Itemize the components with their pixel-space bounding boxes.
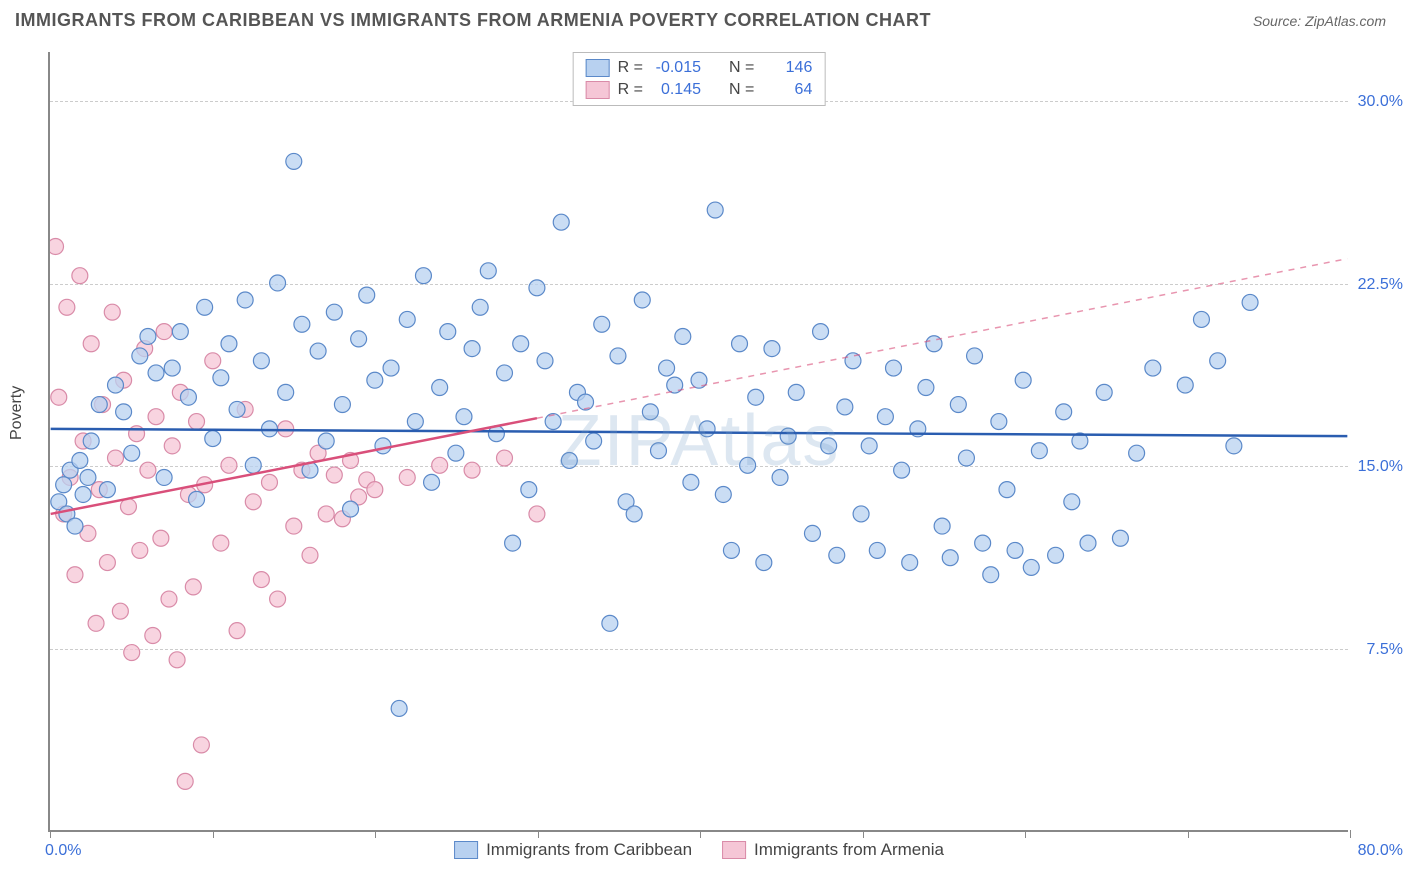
chart-header: IMMIGRANTS FROM CARIBBEAN VS IMMIGRANTS … bbox=[0, 0, 1406, 36]
chart-plot-area: ZIPAtlas 7.5%15.0%22.5%30.0% R = -0.015 … bbox=[48, 52, 1348, 832]
y-axis-label: Poverty bbox=[8, 386, 26, 440]
chart-title: IMMIGRANTS FROM CARIBBEAN VS IMMIGRANTS … bbox=[15, 10, 931, 31]
n-value-armenia: 64 bbox=[762, 81, 812, 99]
scatter-plot-svg bbox=[50, 52, 1348, 830]
legend-label-caribbean: Immigrants from Caribbean bbox=[486, 840, 692, 860]
y-tick-label: 7.5% bbox=[1367, 641, 1403, 659]
source-attribution: Source: ZipAtlas.com bbox=[1253, 13, 1386, 29]
legend-item-armenia: Immigrants from Armenia bbox=[722, 840, 944, 860]
x-axis-min-label: 0.0% bbox=[45, 842, 81, 860]
y-tick-label: 15.0% bbox=[1358, 458, 1403, 476]
r-value-caribbean: -0.015 bbox=[651, 59, 701, 77]
r-value-armenia: 0.145 bbox=[651, 81, 701, 99]
series-legend: Immigrants from Caribbean Immigrants fro… bbox=[454, 840, 944, 860]
n-label: N = bbox=[729, 59, 754, 77]
r-label: R = bbox=[618, 59, 643, 77]
legend-item-caribbean: Immigrants from Caribbean bbox=[454, 840, 692, 860]
y-tick-label: 30.0% bbox=[1358, 93, 1403, 111]
y-tick-label: 22.5% bbox=[1358, 276, 1403, 294]
swatch-armenia-icon bbox=[722, 841, 746, 859]
x-axis-max-label: 80.0% bbox=[1358, 842, 1403, 860]
r-label: R = bbox=[618, 81, 643, 99]
correlation-legend: R = -0.015 N = 146 R = 0.145 N = 64 bbox=[573, 52, 826, 106]
legend-label-armenia: Immigrants from Armenia bbox=[754, 840, 944, 860]
legend-row-caribbean: R = -0.015 N = 146 bbox=[586, 57, 813, 79]
n-value-caribbean: 146 bbox=[762, 59, 812, 77]
swatch-armenia bbox=[586, 81, 610, 99]
swatch-caribbean bbox=[586, 59, 610, 77]
swatch-caribbean-icon bbox=[454, 841, 478, 859]
legend-row-armenia: R = 0.145 N = 64 bbox=[586, 79, 813, 101]
n-label: N = bbox=[729, 81, 754, 99]
